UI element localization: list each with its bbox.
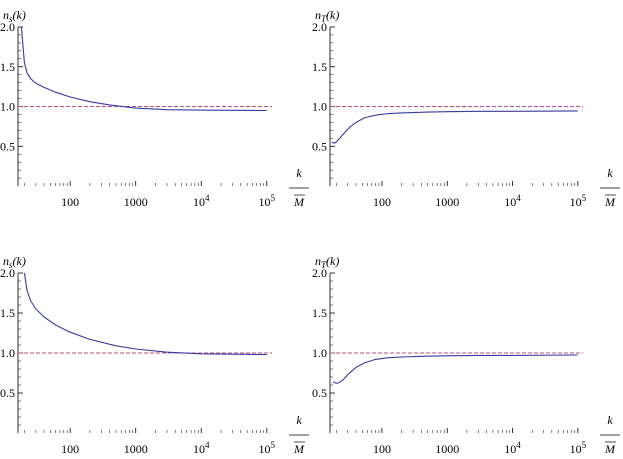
x-tick-label: 1000 [124, 442, 148, 456]
x-tick-label: 100 [373, 442, 391, 456]
y-tick-label: 0.5 [0, 386, 15, 400]
y-tick-label: 1.5 [0, 60, 15, 74]
x-tick-label: 1000 [124, 195, 148, 209]
series-line [20, 26, 267, 112]
chart-panel-4: 0.5 1.0 1.5 2.0 100 1000 104 105 nT(k) k M [312, 254, 620, 456]
y-tick-label: 1.0 [312, 100, 327, 114]
x-tick-label: 1000 [435, 195, 459, 209]
series-line [23, 272, 267, 356]
x-tick-label: 105 [259, 440, 276, 456]
y-tick-label: 2.0 [312, 20, 327, 34]
y-tick-label: 0.5 [0, 139, 15, 153]
x-tick-label: 104 [504, 193, 521, 209]
x-axis-label-numerator: k [607, 166, 613, 180]
x-tick-label: 104 [193, 193, 210, 209]
chart-panel-2: 0.5 1.0 1.5 2.0 100 1000 104 105 nT(k) k M [312, 8, 620, 209]
x-tick-label: 105 [570, 440, 587, 456]
y-tick-label: 2.0 [312, 266, 327, 280]
x-tick-label: 1000 [435, 442, 459, 456]
y-axis-label: nT(k) [315, 8, 339, 24]
x-tick-label: 100 [61, 442, 79, 456]
y-tick-label: 1.0 [0, 346, 15, 360]
y-tick-label: 1.5 [312, 306, 327, 320]
x-axis-label-numerator: k [607, 413, 613, 427]
x-tick-label: 104 [504, 440, 521, 456]
y-tick-label: 0.5 [312, 386, 327, 400]
x-axis-label-denominator: M [604, 442, 616, 456]
y-tick-label: 1.0 [312, 346, 327, 360]
y-tick-label: 2.0 [0, 266, 15, 280]
y-tick-label: 2.0 [0, 20, 15, 34]
chart-panel-3: 0.5 1.0 1.5 2.0 100 1000 104 105 ns(k) k M [0, 254, 309, 456]
y-tick-label: 1.0 [0, 100, 15, 114]
x-tick-label: 100 [373, 195, 391, 209]
x-tick-label: 104 [193, 440, 210, 456]
x-axis-label-denominator: M [293, 442, 305, 456]
x-axis-label-denominator: M [604, 195, 616, 209]
x-axis-label-denominator: M [293, 195, 305, 209]
x-axis-label-numerator: k [296, 166, 302, 180]
y-axis-label: ns(k) [3, 8, 26, 24]
x-axis-label-numerator: k [296, 413, 302, 427]
y-tick-label: 0.5 [312, 139, 327, 153]
x-tick-label: 100 [61, 195, 79, 209]
y-tick-label: 1.5 [312, 60, 327, 74]
series-line [331, 110, 578, 144]
chart-panel-1: 0.5 1.0 1.5 2.0 100 1000 104 105 ns(k) k M [0, 8, 309, 209]
x-tick-label: 105 [570, 193, 587, 209]
y-tick-label: 1.5 [0, 306, 15, 320]
x-tick-label: 105 [259, 193, 276, 209]
y-axis-label: ns(k) [3, 254, 26, 270]
y-axis-label: nT(k) [315, 254, 339, 270]
series-line [333, 354, 578, 384]
